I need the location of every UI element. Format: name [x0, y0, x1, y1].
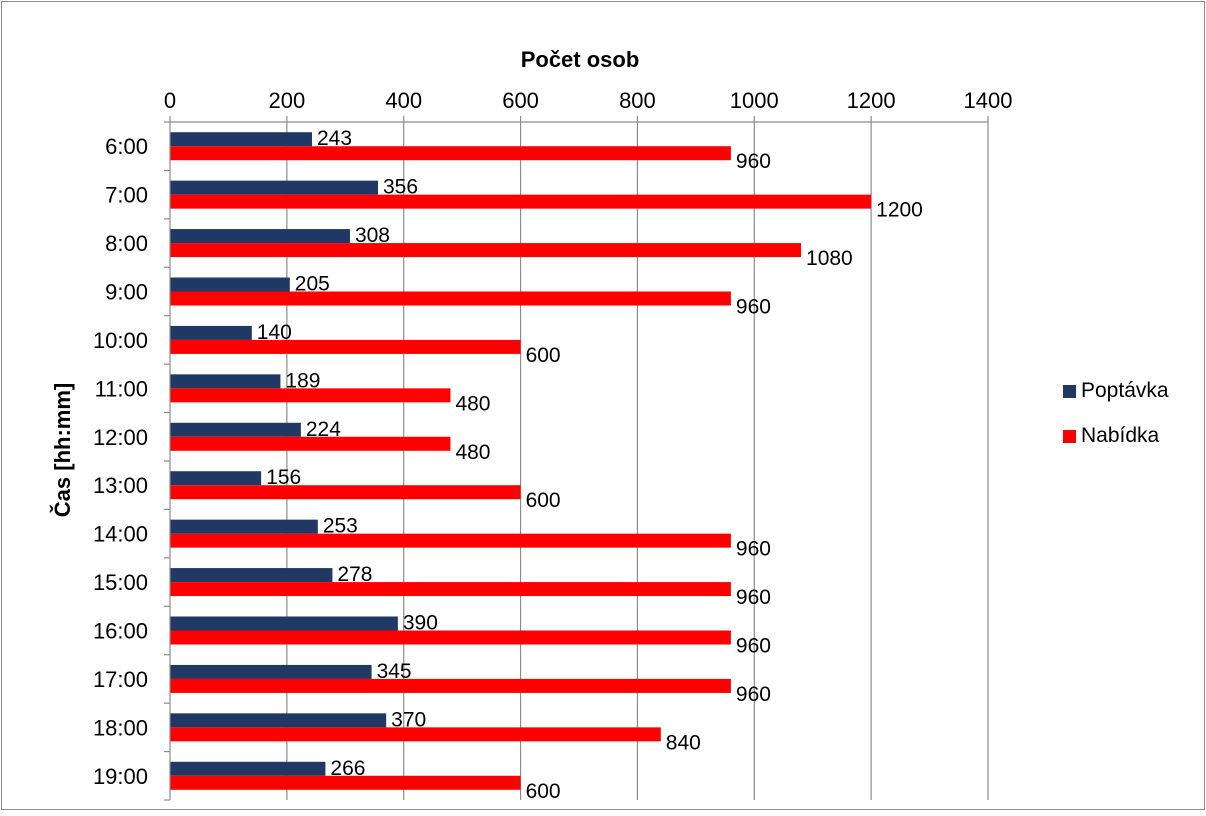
data-label: 600 — [526, 344, 561, 367]
labels-layer: 243 356 308 205 140 189 224 156 253 278 390 345 370 2… — [257, 127, 923, 803]
y-tick-label: 7:00 — [105, 183, 148, 208]
bar-poptavka — [170, 664, 372, 679]
bar-nabidka — [170, 436, 451, 451]
bar-poptavka — [170, 471, 262, 486]
x-tick-label: 600 — [502, 88, 539, 113]
y-tick-label: 8:00 — [105, 231, 148, 256]
x-axis-title: Počet osob — [521, 47, 640, 72]
data-label: 390 — [403, 612, 438, 635]
data-label: 960 — [736, 683, 771, 706]
y-tick-label: 14:00 — [93, 522, 148, 547]
bars-layer — [170, 132, 872, 790]
data-label: 345 — [377, 660, 412, 683]
data-label: 960 — [736, 150, 771, 173]
bar-nabidka — [170, 388, 451, 403]
data-label: 480 — [455, 392, 490, 415]
y-tick-label: 18:00 — [93, 715, 148, 740]
bar-nabidka — [170, 533, 731, 548]
bar-nabidka — [170, 243, 802, 258]
axis-layer: 0 200 400 600 800 1000 1200 1400 6:00 7:00 8:00 9:0… — [93, 88, 1013, 801]
bar-poptavka — [170, 519, 318, 534]
y-tick-label: 19:00 — [93, 764, 148, 789]
data-label: 960 — [736, 635, 771, 658]
bar-nabidka — [170, 582, 731, 597]
y-axis-title: Čas [hh:mm] — [50, 383, 75, 517]
data-label: 278 — [337, 563, 372, 586]
bar-poptavka — [170, 325, 252, 340]
data-label: 308 — [355, 224, 390, 247]
data-label: 1200 — [876, 199, 923, 222]
legend-label: Nabídka — [1081, 424, 1160, 447]
bar-nabidka — [170, 485, 521, 500]
data-label: 960 — [736, 296, 771, 319]
data-label: 224 — [306, 418, 341, 441]
data-label: 356 — [383, 176, 418, 199]
bar-nabidka — [170, 630, 731, 645]
x-tick-label: 400 — [385, 88, 422, 113]
data-label: 600 — [526, 489, 561, 512]
bar-nabidka — [170, 678, 731, 693]
data-label: 840 — [666, 731, 701, 754]
bar-poptavka — [170, 132, 312, 147]
data-label: 189 — [285, 369, 320, 392]
y-tick-label: 17:00 — [93, 667, 148, 692]
data-label: 205 — [295, 273, 330, 296]
legend-swatch — [1063, 385, 1076, 398]
data-label: 140 — [257, 321, 292, 344]
data-label: 253 — [323, 515, 358, 538]
x-tick-label: 800 — [619, 88, 656, 113]
bar-poptavka — [170, 761, 326, 776]
data-label: 370 — [391, 708, 426, 731]
data-label: 266 — [330, 757, 365, 780]
y-tick-label: 15:00 — [93, 570, 148, 595]
legend: Poptávka Nabídka — [1063, 379, 1169, 447]
y-tick-label: 12:00 — [93, 425, 148, 450]
x-tick-label: 1000 — [730, 88, 779, 113]
y-tick-label: 10:00 — [93, 328, 148, 353]
data-label: 960 — [736, 538, 771, 561]
y-tick-label: 11:00 — [95, 376, 148, 401]
bar-poptavka — [170, 277, 290, 292]
bar-poptavka — [170, 374, 281, 389]
bar-poptavka — [170, 180, 379, 195]
legend-swatch — [1063, 430, 1076, 443]
y-tick-label: 6:00 — [105, 134, 148, 159]
data-label: 480 — [455, 441, 490, 464]
x-tick-label: 0 — [164, 88, 176, 113]
data-label: 960 — [736, 586, 771, 609]
x-tick-label: 1400 — [964, 88, 1013, 113]
bar-poptavka — [170, 616, 398, 631]
data-label: 243 — [317, 127, 352, 150]
bar-nabidka — [170, 194, 872, 209]
y-tick-label: 16:00 — [93, 619, 148, 644]
x-tick-label: 200 — [268, 88, 305, 113]
y-tick-label: 13:00 — [93, 473, 148, 498]
bar-poptavka — [170, 229, 350, 244]
bar-nabidka — [170, 146, 731, 161]
data-label: 1080 — [806, 247, 853, 270]
bar-nabidka — [170, 291, 731, 306]
bar-poptavka — [170, 422, 301, 437]
data-label: 600 — [526, 780, 561, 803]
legend-label: Poptávka — [1081, 379, 1169, 402]
data-label: 156 — [266, 466, 301, 489]
y-tick-label: 9:00 — [105, 280, 148, 305]
bar-poptavka — [170, 713, 387, 728]
x-tick-label: 1200 — [847, 88, 896, 113]
bar-nabidka — [170, 339, 521, 354]
bar-nabidka — [170, 775, 521, 790]
bar-nabidka — [170, 727, 661, 742]
bar-poptavka — [170, 568, 333, 583]
